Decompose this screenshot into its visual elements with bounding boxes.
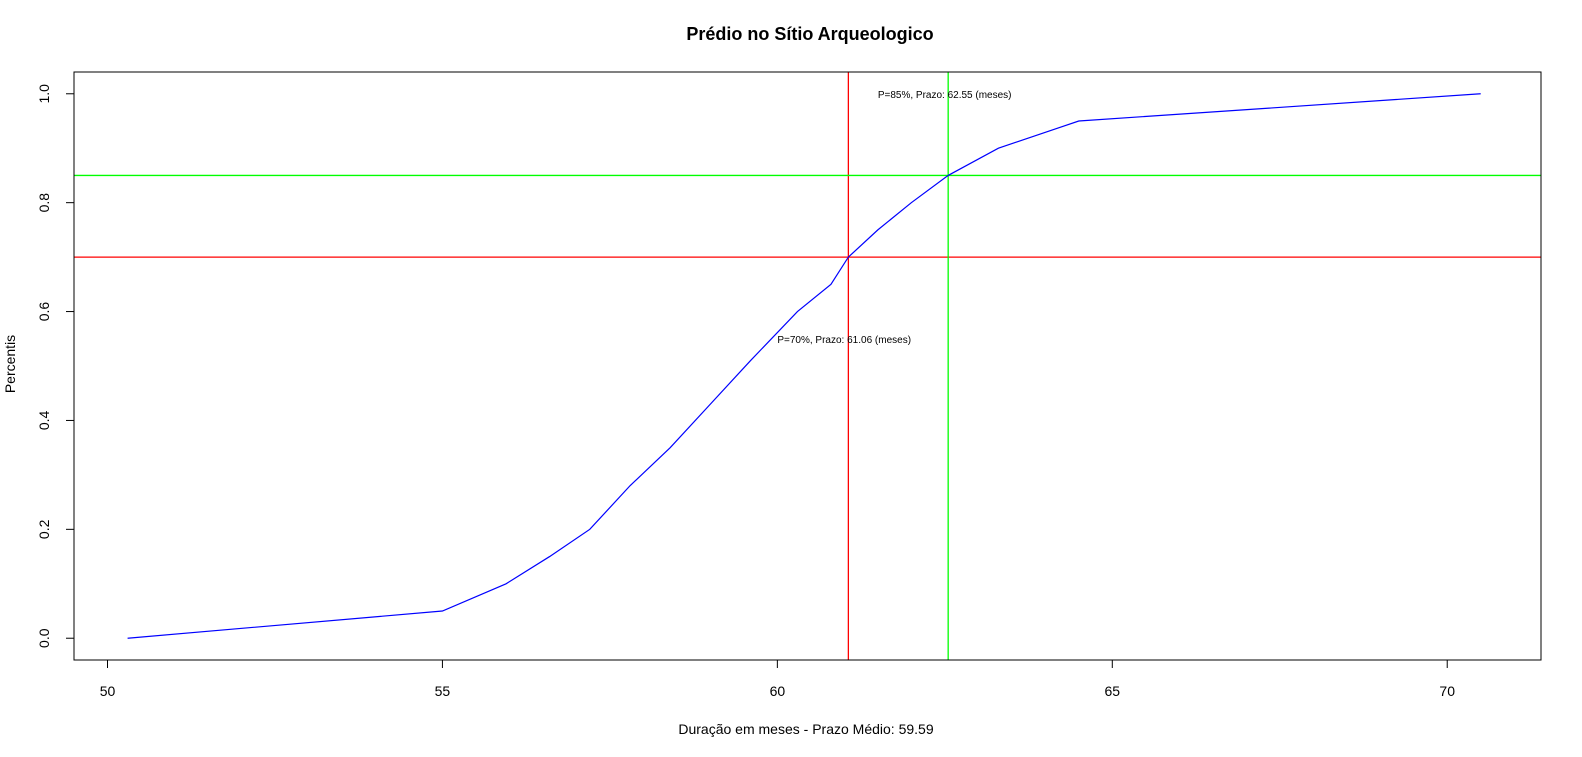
annotation-label: P=85%, Prazo: 62.55 (meses) xyxy=(878,90,1012,101)
annotations: P=70%, Prazo: 61.06 (meses) P=85%, Prazo:… xyxy=(777,90,1011,346)
x-tick-label: 60 xyxy=(770,683,786,699)
x-axis-label: Duração em meses - Prazo Médio: 59.59 xyxy=(678,721,933,737)
y-axis-label: Percentis xyxy=(2,335,18,393)
x-axis: 50 55 60 65 70 xyxy=(100,659,1455,699)
y-tick-label: 0.4 xyxy=(36,411,52,431)
plot-area xyxy=(74,72,1541,660)
x-tick-label: 70 xyxy=(1439,683,1455,699)
y-tick-label: 0.6 xyxy=(36,302,52,322)
series-line xyxy=(127,93,1481,639)
y-tick-label: 1.0 xyxy=(36,84,52,104)
annotation-label: P=70%, Prazo: 61.06 (meses) xyxy=(777,335,911,346)
plot-frame xyxy=(73,71,1542,661)
y-tick-label: 0.0 xyxy=(36,628,52,648)
x-tick-label: 55 xyxy=(435,683,451,699)
x-tick-label: 50 xyxy=(100,683,116,699)
x-tick-label: 65 xyxy=(1104,683,1120,699)
chart-title: Prédio no Sítio Arqueologico xyxy=(686,24,933,44)
y-tick-label: 0.8 xyxy=(36,193,52,213)
y-tick-label: 0.2 xyxy=(36,519,52,539)
y-axis: 0.0 0.2 0.4 0.6 0.8 1.0 xyxy=(36,84,75,648)
